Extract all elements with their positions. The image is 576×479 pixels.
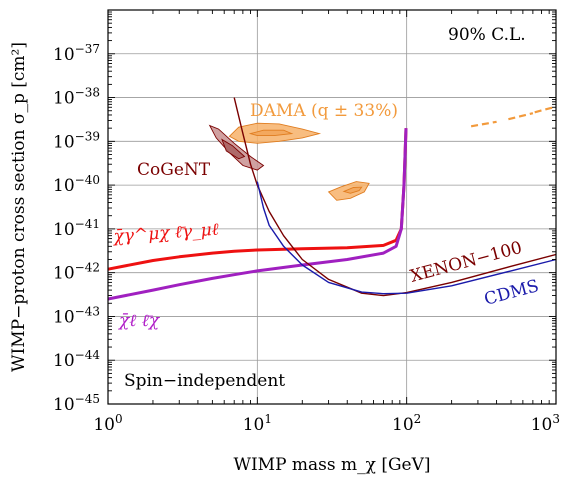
vector-operator-label: χ̄γ^μχ ℓ̄γ_μℓ <box>112 220 219 247</box>
x-tick-label: 103 <box>531 412 560 435</box>
y-axis-title: WIMP−proton cross section σ_p [cm²] <box>9 42 29 372</box>
cogent-label: CoGeNT <box>137 160 211 180</box>
axis-ticks <box>107 10 556 405</box>
cl-annotation: 90% C.L. <box>448 25 526 45</box>
cogent_inner-region <box>221 138 246 160</box>
grid <box>108 10 556 404</box>
y-tick-label: 10−45 <box>53 392 100 415</box>
dama_dash_2-segment <box>508 112 534 121</box>
dama_dash_3-segment <box>534 105 557 114</box>
spin-annotation: Spin−independent <box>124 371 285 391</box>
signal-regions <box>208 122 370 201</box>
dama_low_inner-region <box>248 129 294 137</box>
dama_high_inner-region <box>342 186 363 194</box>
y-tick-label: 10−37 <box>53 42 100 65</box>
y-tick-label: 10−41 <box>53 217 100 240</box>
tick-labels: 100 101 102 103 10−45 10−44 10−43 10−42 10−41 10−… <box>53 42 560 435</box>
xenon-label: XENON−100 <box>408 238 524 287</box>
cdms-label: CDMS <box>482 276 541 310</box>
xenon100-curve <box>233 97 557 297</box>
exclusion-curves <box>107 97 557 301</box>
y-tick-label: 10−39 <box>53 129 100 152</box>
y-tick-label: 10−44 <box>53 348 100 371</box>
y-tick-label: 10−40 <box>53 173 100 196</box>
dama-label: DAMA (q ± 33%) <box>250 101 398 121</box>
cogent_outer-region <box>208 124 265 171</box>
x-tick-label: 102 <box>392 412 421 435</box>
y-tick-label: 10−38 <box>53 86 100 109</box>
y-tick-label: 10−42 <box>53 261 100 284</box>
x-tick-label: 100 <box>93 412 122 435</box>
plot-frame <box>107 9 557 405</box>
cdms-curve <box>256 181 557 295</box>
x-axis-title: WIMP mass m_χ [GeV] <box>233 455 430 475</box>
x-tick-label: 101 <box>243 412 272 435</box>
dama_dash_1-segment <box>470 120 497 128</box>
scalar-operator-label: χ̄ℓ ℓ̄χ <box>118 311 161 331</box>
y-tick-label: 10−43 <box>53 304 100 327</box>
